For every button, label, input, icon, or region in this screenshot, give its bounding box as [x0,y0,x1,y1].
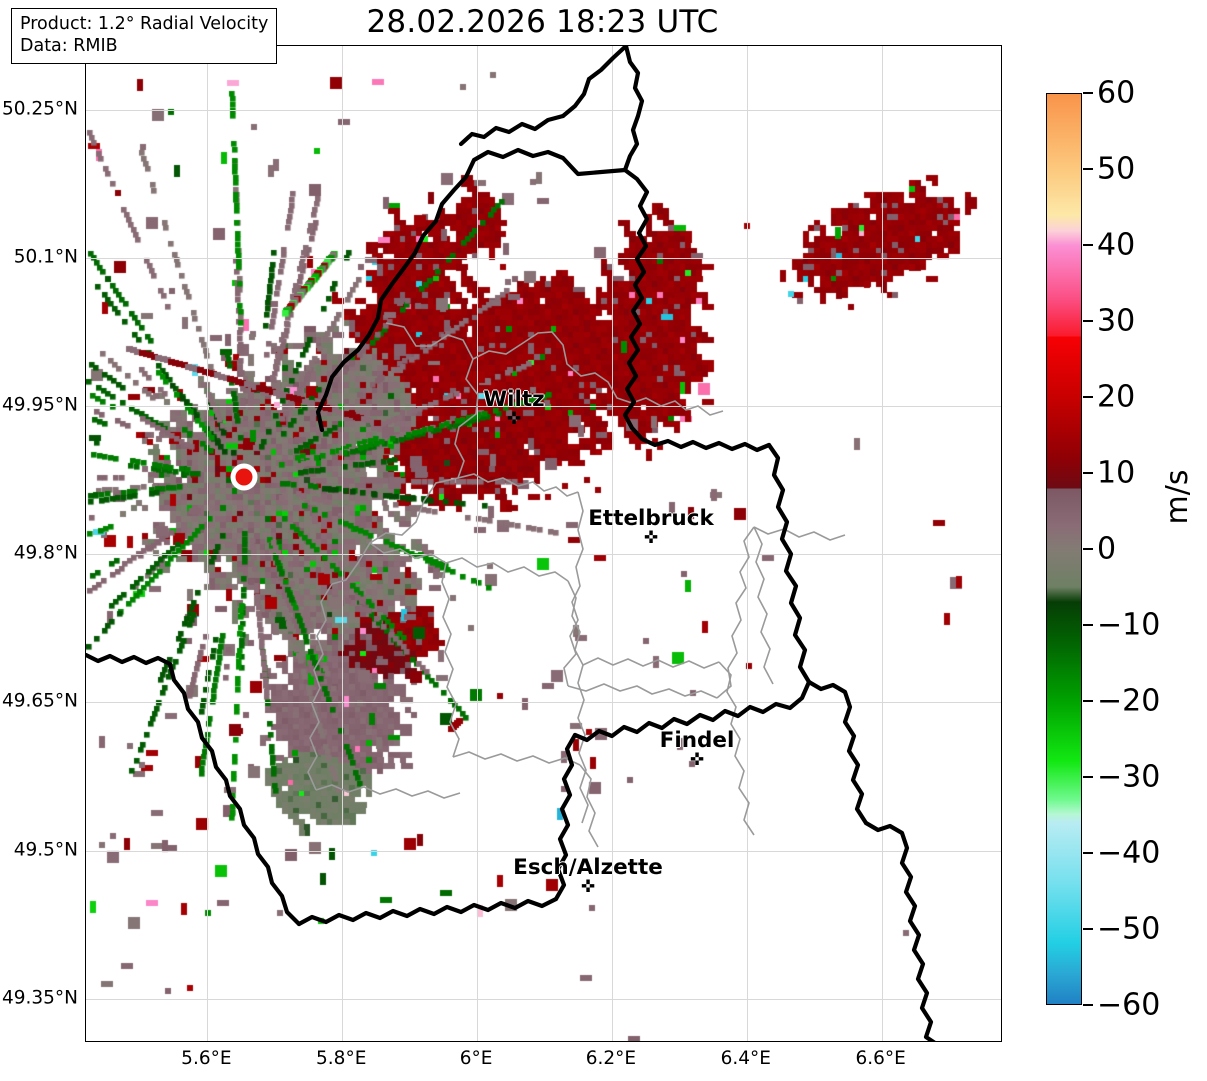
colorbar-tick-label: 50 [1097,151,1136,187]
colorbar-unit-label: m/s [1160,469,1195,525]
gridline-vertical [746,46,748,1041]
radar-reflectivity-layer [86,46,1001,1041]
colorbar-tick-label: −50 [1097,911,1161,947]
product-info-box: Product: 1.2° Radial Velocity Data: RMIB [11,8,278,64]
latitude-tick-label: 49.8°N [13,542,78,564]
city-label-esch-alzette: Esch/Alzette ✜ [513,855,663,897]
colorbar-tick [1083,1004,1093,1006]
colorbar-tick-label: −20 [1097,683,1161,719]
national-borders [86,46,936,1041]
gridline-vertical [881,46,883,1041]
data-source-line: Data: RMIB [20,36,118,57]
latitude-tick-label: 49.35°N [1,987,78,1009]
longitude-tick-label: 6°E [459,1048,493,1069]
latitude-tick-label: 49.5°N [13,839,78,860]
city-label-wiltz: Wiltz ✜ [483,387,545,429]
colorbar-tick [1083,168,1093,170]
longitude-tick-label: 6.4°E [720,1048,771,1069]
colorbar-tick [1083,928,1093,930]
colorbar-tick [1083,396,1093,398]
city-marker-icon: ✜ [643,528,659,548]
colorbar-tick [1083,472,1093,474]
city-marker-icon: ✜ [689,750,705,770]
colorbar-tick-label: 0 [1097,531,1117,567]
longitude-tick-label: 6.6°E [855,1048,906,1069]
colorbar-tick [1083,548,1093,550]
map-plot-area[interactable]: Wiltz ✜ Ettelbruck ✜ Findel ✜ Esch/Alzette ✜ [85,45,1002,1042]
latitude-tick-label: 50.25°N [1,98,78,120]
city-name: Findel [659,728,735,753]
colorbar-tick [1083,624,1093,626]
colorbar-tick-label: 60 [1097,75,1136,111]
city-label-findel: Findel ✜ [659,728,735,770]
colorbar-tick [1083,852,1093,854]
city-name: Esch/Alzette [513,855,663,880]
city-marker-icon: ✜ [580,877,596,897]
latitude-tick-label: 50.1°N [13,246,78,268]
city-label-ettelbruck: Ettelbruck ✜ [588,506,714,548]
gridline-vertical [477,46,479,1041]
colorbar-tick [1083,320,1093,322]
map-boundaries-layer [86,46,936,1041]
colorbar-tick [1083,700,1093,702]
latitude-tick-label: 49.65°N [1,690,78,712]
figure-title: 28.02.2026 18:23 UTC [366,4,719,40]
colorbar-tick-label: −30 [1097,759,1161,795]
latitude-tick-label: 49.95°N [1,394,78,416]
colorbar-tick-label: −40 [1097,835,1161,871]
canton-boundaries [307,322,846,848]
colorbar-tick-label: 40 [1097,227,1136,263]
city-name: Ettelbruck [588,506,714,531]
colorbar-tick-label: 10 [1097,455,1136,491]
product-line: Product: 1.2° Radial Velocity [20,14,269,34]
velocity-colorbar[interactable] [1046,93,1082,1005]
colorbar-gradient [1047,94,1081,1004]
colorbar-tick [1083,776,1093,778]
gridline-vertical [611,46,613,1041]
gridline-horizontal [86,406,1001,408]
gridline-horizontal [86,110,1001,112]
colorbar-tick [1083,92,1093,94]
gridline-horizontal [86,998,1001,1000]
longitude-tick-label: 5.6°E [181,1048,232,1069]
gridline-horizontal [86,702,1001,704]
radar-site-marker [235,468,253,486]
colorbar-tick-label: 30 [1097,303,1136,339]
longitude-tick-label: 6.2°E [585,1048,637,1069]
longitude-tick-label: 5.8°E [316,1048,367,1069]
city-name: Wiltz [483,387,545,412]
gridline-vertical [207,46,209,1041]
colorbar-tick-label: −60 [1097,987,1161,1023]
gridline-horizontal [86,258,1001,260]
gridline-horizontal [86,554,1001,556]
colorbar-tick-label: −10 [1097,607,1161,643]
colorbar-tick [1083,244,1093,246]
gridline-vertical [342,46,344,1041]
gridline-horizontal [86,850,1001,852]
city-marker-icon: ✜ [506,409,522,429]
colorbar-tick-label: 20 [1097,379,1136,415]
